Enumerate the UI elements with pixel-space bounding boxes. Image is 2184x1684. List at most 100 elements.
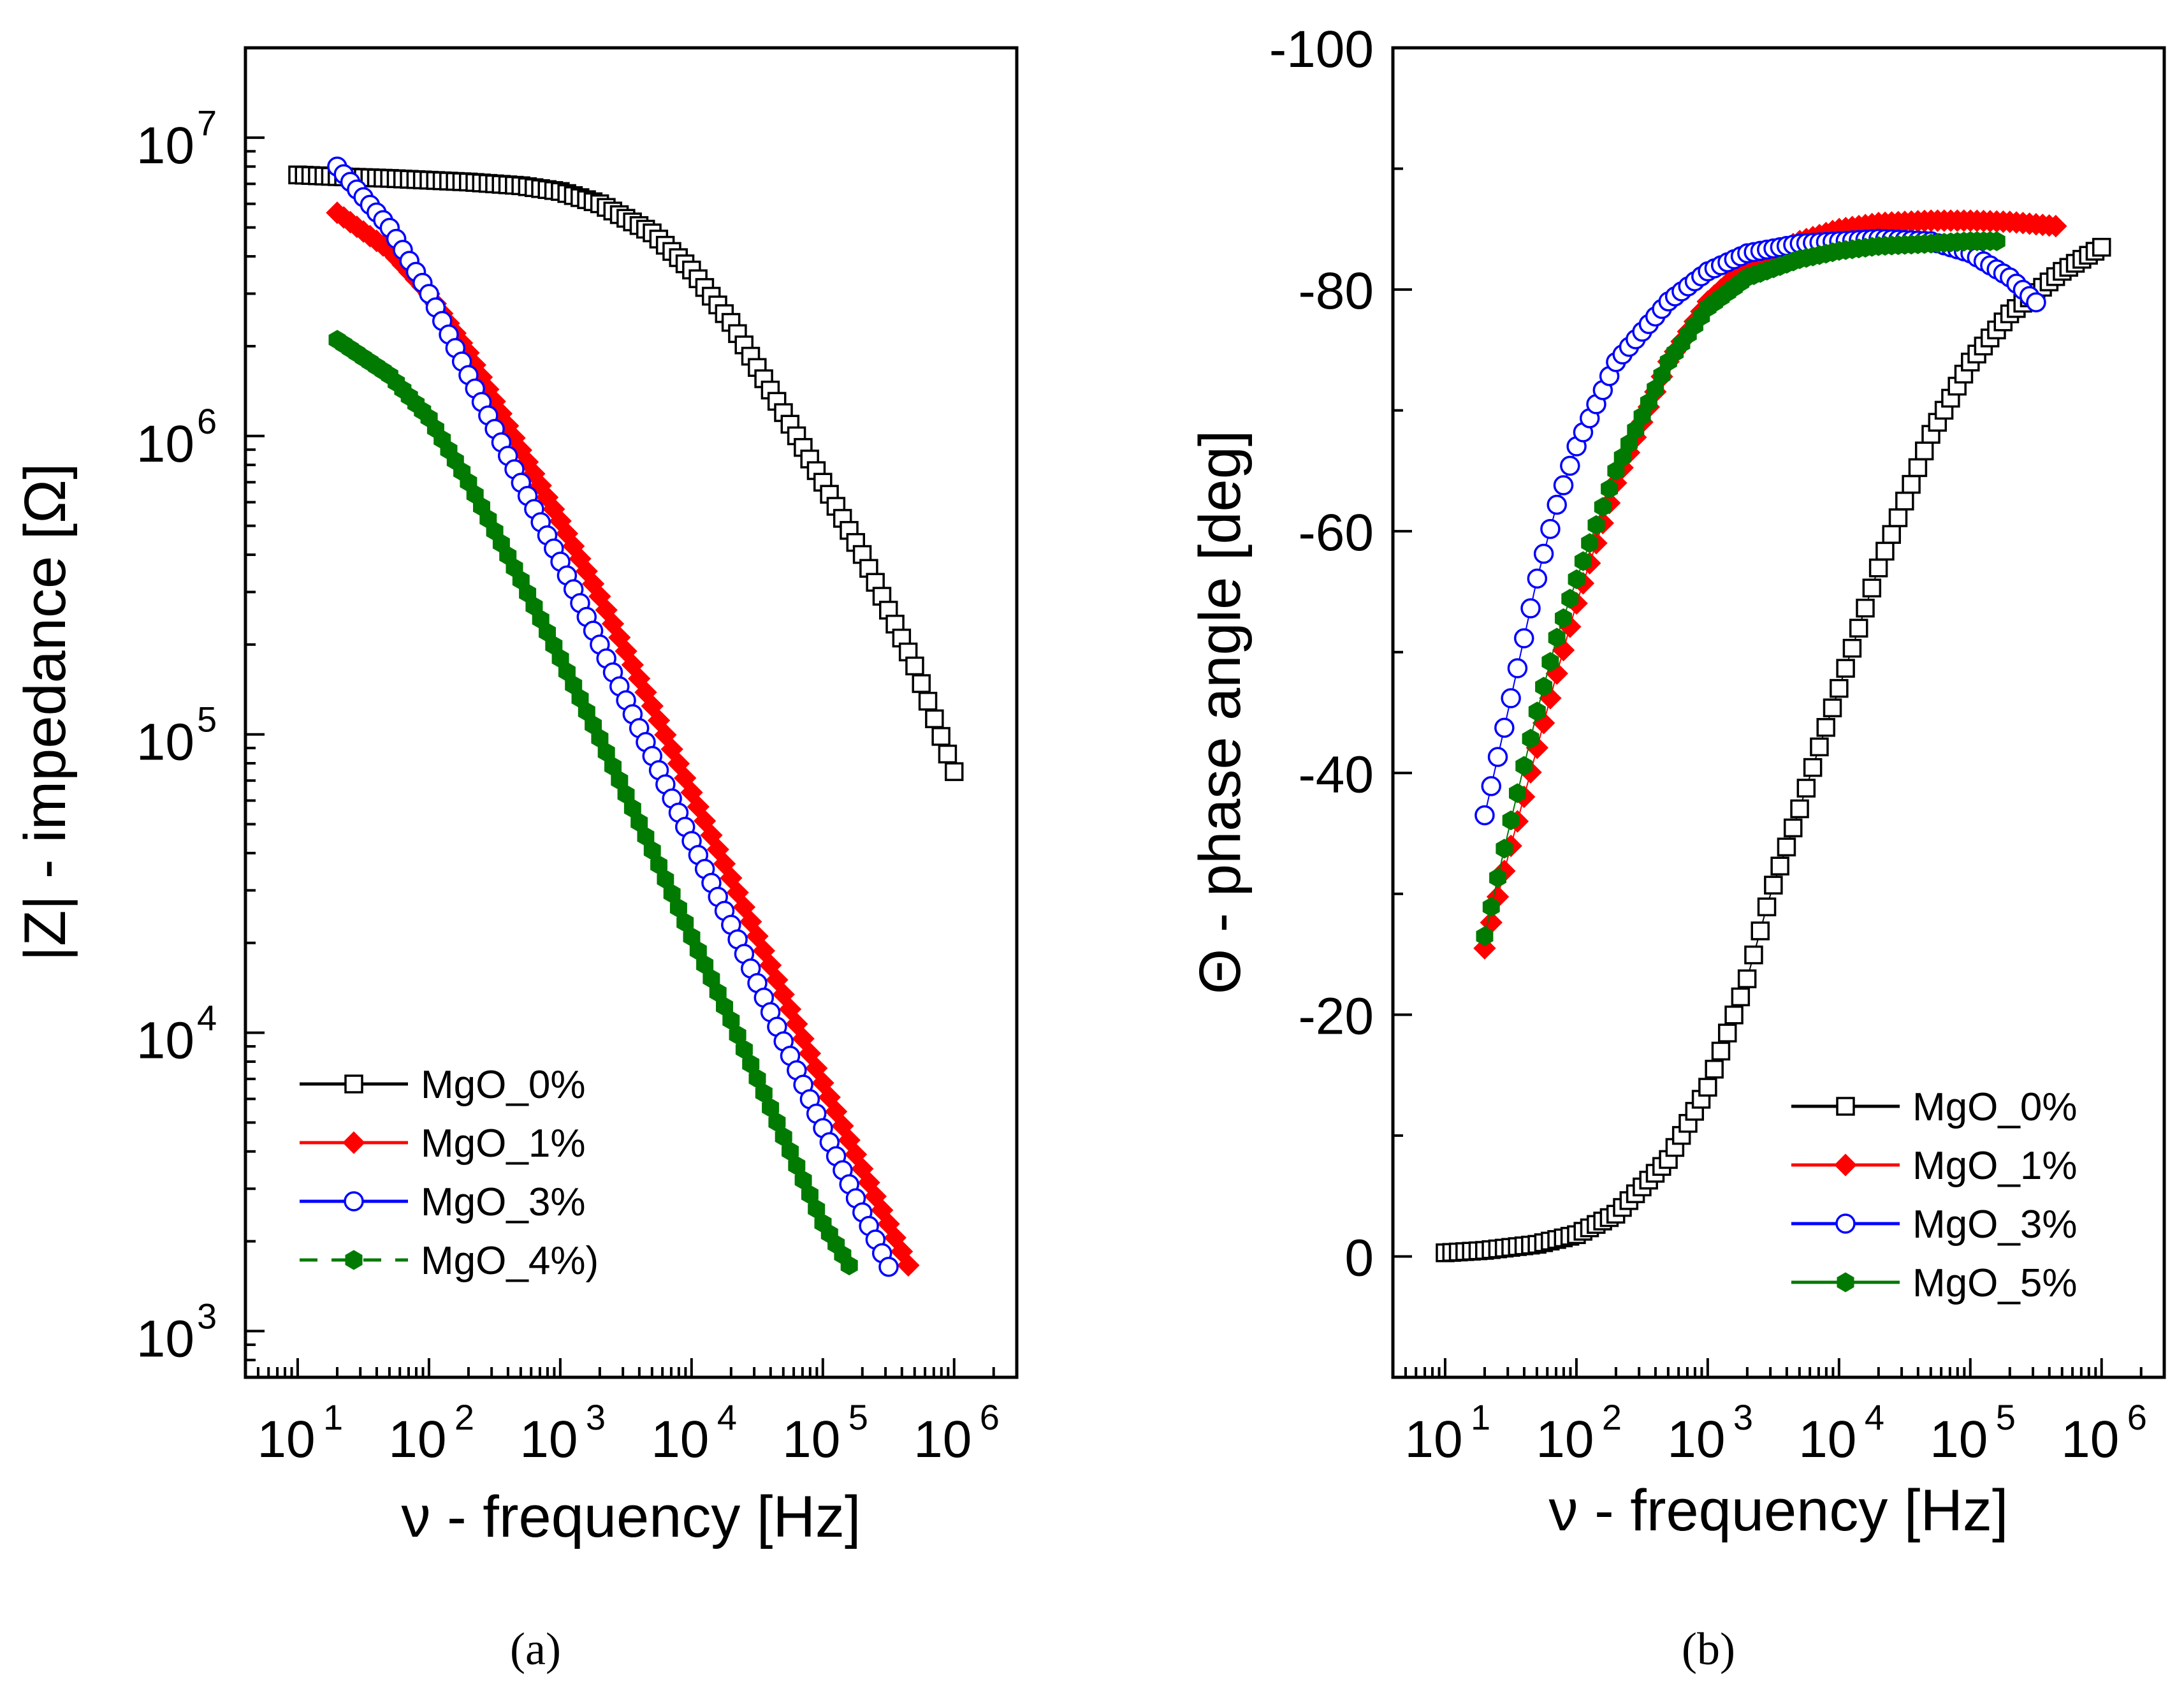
data-point (2092, 238, 2111, 257)
data-point (1914, 441, 1934, 460)
data-point (1718, 1023, 1737, 1043)
y-tick-label: -100 (1269, 20, 1374, 78)
x-tick-exponent: 4 (717, 1397, 737, 1437)
x-tick-exponent: 2 (455, 1397, 474, 1437)
data-point (1515, 756, 1533, 776)
data-point (1541, 652, 1559, 672)
data-point (1770, 856, 1789, 875)
legend-marker (344, 1074, 363, 1094)
data-point (1568, 569, 1585, 589)
data-point (1494, 717, 1515, 738)
y-tick-exponent: 7 (197, 103, 217, 143)
data-point (1830, 678, 1849, 698)
x-tick-exponent: 3 (586, 1397, 606, 1437)
chart-panel-b: 10 1 10 2 10 3 10 4 10 5 10 60-20-40-60-80-100MgO_0… (1188, 20, 2166, 1543)
panel-label-b: (b) (1682, 1623, 1735, 1674)
data-point (1862, 578, 1882, 597)
data-point (1555, 608, 1572, 629)
y-tick-label: -20 (1298, 987, 1374, 1045)
data-point (1540, 518, 1561, 539)
data-point (1757, 897, 1777, 917)
y-axis-title-a: |Z| - impedance [Ω] (13, 463, 78, 961)
chart-marks-b: 10 1 10 2 10 3 10 4 10 5 10 60-20-40-60-80-100MgO_0… (1269, 20, 2166, 1468)
legend-label: MgO_1% (1912, 1144, 2077, 1188)
series-MgO_3% (1474, 228, 2046, 826)
data-point (1528, 701, 1546, 722)
legend-label: MgO_3% (1912, 1203, 2077, 1247)
data-point (1698, 1078, 1717, 1097)
data-point (938, 744, 957, 764)
legend-marker (344, 1191, 364, 1212)
y-tick-label: -40 (1298, 745, 1374, 803)
legend-label: MgO_5% (1912, 1261, 2077, 1305)
series-MgO_1% (326, 201, 920, 1277)
series-line (1484, 238, 2037, 816)
series-MgO_5% (1476, 231, 2006, 946)
data-point (1823, 698, 1842, 717)
data-point (1533, 543, 1554, 564)
legend-label: MgO_1% (421, 1122, 585, 1166)
series-line (1484, 240, 1997, 937)
data-point (1737, 969, 1757, 988)
data-point (1489, 868, 1506, 888)
data-point (1803, 758, 1823, 777)
legend-marker (342, 1131, 365, 1154)
data-point (897, 1254, 920, 1277)
data-point (1587, 515, 1605, 535)
data-point (2044, 214, 2067, 238)
data-point (1842, 638, 1862, 658)
data-point (1711, 1041, 1731, 1061)
data-point (1476, 926, 1494, 946)
data-point (1474, 805, 1495, 826)
data-point (1548, 627, 1566, 648)
x-tick-label: 10 (2061, 1410, 2119, 1468)
x-tick-exponent: 5 (848, 1397, 868, 1437)
data-point (1902, 474, 1921, 494)
y-axis-title-b: Θ - phase angle [deg] (1188, 430, 1253, 995)
x-tick-exponent: 1 (323, 1397, 343, 1437)
plot-frame-b (1391, 46, 2166, 1379)
chart-marks-a: 10 1 10 2 10 3 10 4 10 5 10 610 310 410 510 610 7MgO_0%M… (136, 47, 1018, 1468)
data-point (1487, 747, 1508, 767)
x-tick-label: 10 (257, 1410, 315, 1468)
series-MgO_0% (1436, 238, 2111, 1263)
x-tick-exponent: 3 (1733, 1397, 1753, 1437)
data-point (1507, 658, 1528, 678)
data-point (2026, 292, 2046, 312)
data-point (1816, 718, 1835, 737)
data-point (1796, 779, 1816, 798)
data-point (918, 691, 938, 711)
data-point (1553, 475, 1574, 495)
x-tick-label: 10 (520, 1410, 578, 1468)
x-tick-label: 10 (1536, 1410, 1594, 1468)
series-MgO_4%) (328, 330, 858, 1276)
data-point (878, 1256, 899, 1277)
data-point (1908, 458, 1928, 478)
x-tick-exponent: 2 (1602, 1397, 1622, 1437)
data-point (1547, 494, 1567, 515)
data-point (931, 727, 950, 746)
chart-panel-a: 10 1 10 2 10 3 10 4 10 5 10 610 310 410 510 610 7MgO_0%M… (13, 46, 1019, 1549)
x-tick-label: 10 (1404, 1410, 1462, 1468)
data-point (1875, 541, 1895, 561)
data-point (1705, 1060, 1724, 1079)
legend-marker (345, 1250, 363, 1270)
data-point (1764, 875, 1783, 895)
legend-marker (1836, 1097, 1855, 1116)
data-point (912, 674, 931, 693)
panel-label-a: (a) (510, 1623, 561, 1674)
data-point (1527, 568, 1548, 589)
data-point (944, 762, 964, 781)
data-point (1731, 987, 1751, 1007)
data-point (1560, 455, 1580, 476)
y-tick-label: -60 (1298, 504, 1374, 562)
data-point (1496, 838, 1513, 859)
data-point (1895, 492, 1914, 511)
y-tick-label: 10 (136, 1012, 194, 1070)
y-tick-exponent: 3 (197, 1296, 217, 1336)
legend-marker (1837, 1272, 1854, 1292)
data-point (1581, 533, 1599, 553)
data-point (1777, 837, 1796, 857)
data-point (925, 709, 944, 729)
